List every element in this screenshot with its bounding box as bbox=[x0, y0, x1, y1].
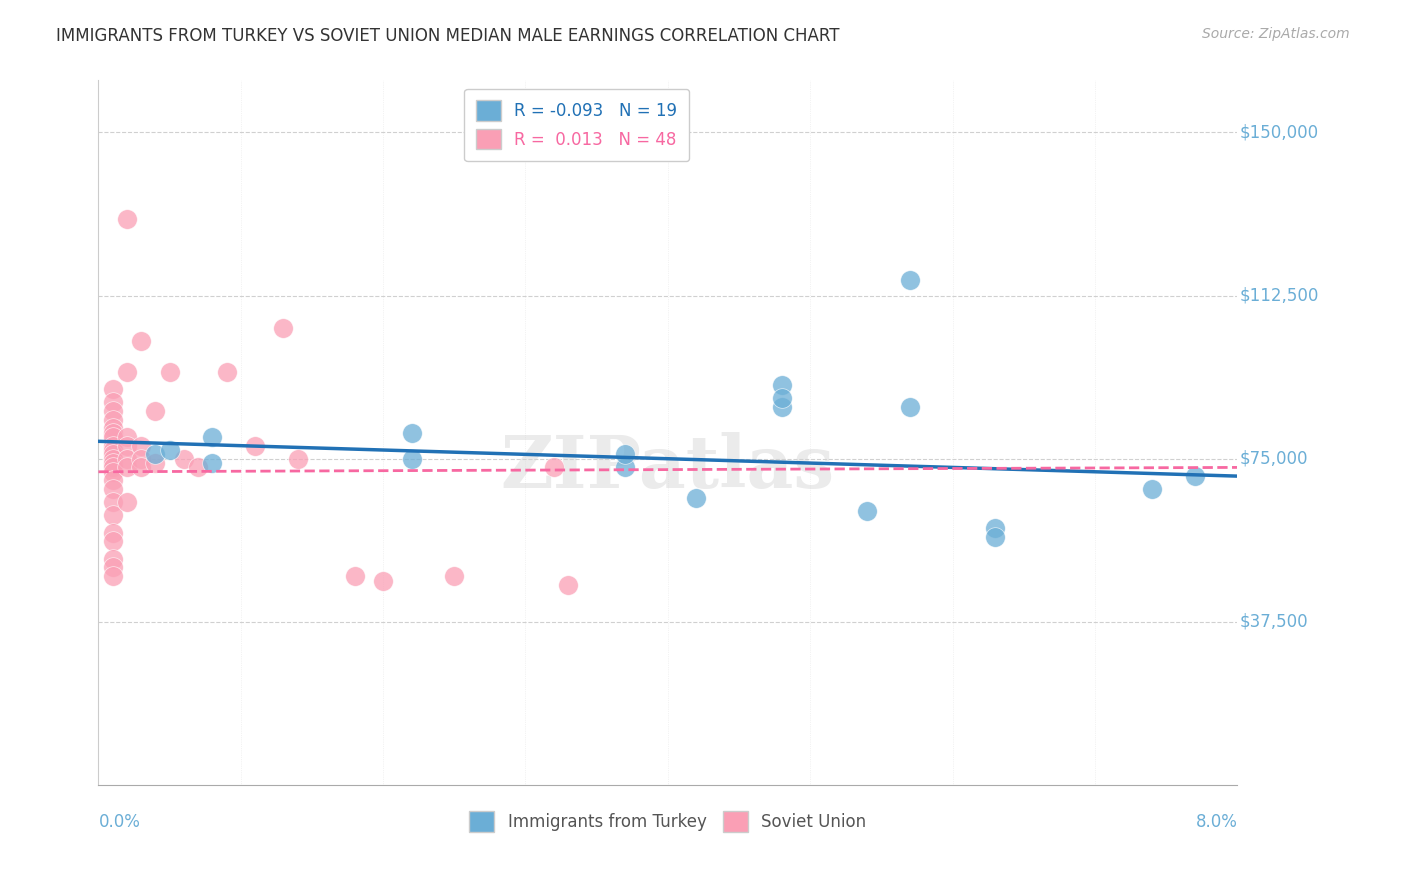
Point bbox=[201, 430, 224, 444]
Point bbox=[101, 412, 124, 426]
Point bbox=[145, 404, 167, 418]
Text: 8.0%: 8.0% bbox=[1195, 814, 1237, 831]
Point bbox=[115, 451, 138, 466]
Point bbox=[101, 382, 124, 396]
Point bbox=[101, 525, 124, 540]
Point bbox=[201, 456, 224, 470]
Point bbox=[101, 395, 124, 409]
Point bbox=[898, 400, 921, 414]
Point bbox=[770, 377, 793, 392]
Point bbox=[243, 439, 266, 453]
Point bbox=[1140, 482, 1163, 496]
Point bbox=[129, 460, 152, 475]
Point bbox=[984, 521, 1007, 535]
Point bbox=[898, 273, 921, 287]
Point bbox=[101, 482, 124, 496]
Point bbox=[187, 460, 209, 475]
Point bbox=[101, 430, 124, 444]
Point bbox=[101, 439, 124, 453]
Text: $37,500: $37,500 bbox=[1240, 613, 1308, 631]
Point bbox=[145, 456, 167, 470]
Point bbox=[770, 391, 793, 405]
Point bbox=[159, 443, 181, 458]
Legend: Immigrants from Turkey, Soviet Union: Immigrants from Turkey, Soviet Union bbox=[461, 803, 875, 840]
Text: 0.0%: 0.0% bbox=[98, 814, 141, 831]
Point bbox=[685, 491, 707, 505]
Point bbox=[614, 447, 637, 461]
Point bbox=[101, 508, 124, 523]
Point bbox=[115, 495, 138, 509]
Point bbox=[101, 404, 124, 418]
Point bbox=[115, 365, 138, 379]
Point bbox=[101, 451, 124, 466]
Point bbox=[101, 421, 124, 435]
Point bbox=[145, 447, 167, 461]
Point bbox=[443, 569, 465, 583]
Point bbox=[101, 460, 124, 475]
Point bbox=[129, 334, 152, 349]
Point bbox=[173, 451, 195, 466]
Point bbox=[984, 530, 1007, 544]
Point bbox=[101, 443, 124, 458]
Point bbox=[856, 504, 879, 518]
Point bbox=[401, 451, 423, 466]
Point bbox=[287, 451, 309, 466]
Point bbox=[101, 447, 124, 461]
Point bbox=[101, 465, 124, 479]
Point bbox=[115, 430, 138, 444]
Point bbox=[101, 569, 124, 583]
Point bbox=[129, 439, 152, 453]
Point bbox=[129, 451, 152, 466]
Point bbox=[273, 321, 295, 335]
Point bbox=[115, 212, 138, 227]
Text: IMMIGRANTS FROM TURKEY VS SOVIET UNION MEDIAN MALE EARNINGS CORRELATION CHART: IMMIGRANTS FROM TURKEY VS SOVIET UNION M… bbox=[56, 27, 839, 45]
Point bbox=[101, 551, 124, 566]
Point bbox=[1184, 469, 1206, 483]
Point bbox=[101, 560, 124, 574]
Point bbox=[101, 425, 124, 440]
Text: $75,000: $75,000 bbox=[1240, 450, 1308, 467]
Point bbox=[101, 495, 124, 509]
Point bbox=[101, 456, 124, 470]
Point bbox=[159, 365, 181, 379]
Point bbox=[371, 574, 394, 588]
Point bbox=[101, 474, 124, 488]
Point bbox=[101, 534, 124, 549]
Point bbox=[614, 460, 637, 475]
Point bbox=[770, 400, 793, 414]
Point bbox=[115, 460, 138, 475]
Point bbox=[343, 569, 366, 583]
Text: $150,000: $150,000 bbox=[1240, 123, 1319, 142]
Point bbox=[215, 365, 238, 379]
Point bbox=[401, 425, 423, 440]
Text: ZIPatlas: ZIPatlas bbox=[501, 433, 835, 503]
Point bbox=[543, 460, 565, 475]
Text: $112,500: $112,500 bbox=[1240, 286, 1319, 304]
Point bbox=[115, 439, 138, 453]
Point bbox=[557, 578, 579, 592]
Text: Source: ZipAtlas.com: Source: ZipAtlas.com bbox=[1202, 27, 1350, 41]
